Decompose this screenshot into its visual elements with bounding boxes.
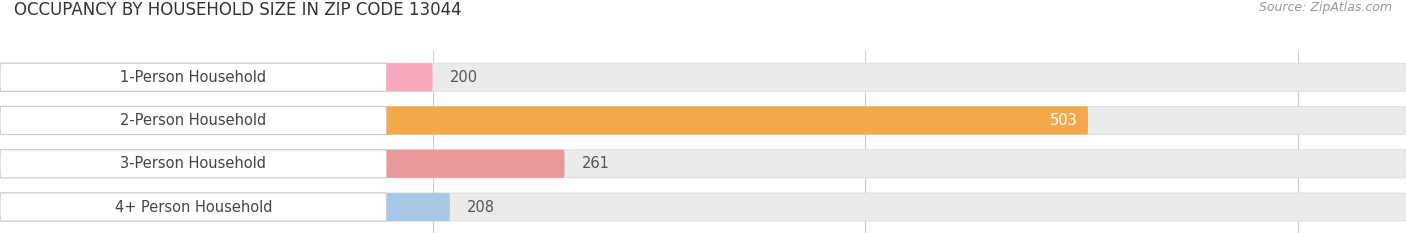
Text: Source: ZipAtlas.com: Source: ZipAtlas.com <box>1258 1 1392 14</box>
FancyBboxPatch shape <box>0 150 1406 178</box>
FancyBboxPatch shape <box>0 106 387 134</box>
FancyBboxPatch shape <box>0 193 1406 221</box>
Text: 200: 200 <box>450 70 478 85</box>
Text: 503: 503 <box>1049 113 1077 128</box>
Text: 4+ Person Household: 4+ Person Household <box>114 199 273 215</box>
Text: 2-Person Household: 2-Person Household <box>120 113 267 128</box>
Text: 261: 261 <box>582 156 610 171</box>
FancyBboxPatch shape <box>0 193 387 221</box>
FancyBboxPatch shape <box>0 63 387 91</box>
Text: OCCUPANCY BY HOUSEHOLD SIZE IN ZIP CODE 13044: OCCUPANCY BY HOUSEHOLD SIZE IN ZIP CODE … <box>14 1 461 19</box>
Text: 3-Person Household: 3-Person Household <box>121 156 266 171</box>
FancyBboxPatch shape <box>0 193 450 221</box>
FancyBboxPatch shape <box>0 150 387 178</box>
Text: 1-Person Household: 1-Person Household <box>121 70 266 85</box>
FancyBboxPatch shape <box>0 63 1406 91</box>
FancyBboxPatch shape <box>0 106 1088 134</box>
FancyBboxPatch shape <box>0 63 433 91</box>
Text: 208: 208 <box>467 199 495 215</box>
FancyBboxPatch shape <box>0 150 565 178</box>
FancyBboxPatch shape <box>0 106 1406 134</box>
